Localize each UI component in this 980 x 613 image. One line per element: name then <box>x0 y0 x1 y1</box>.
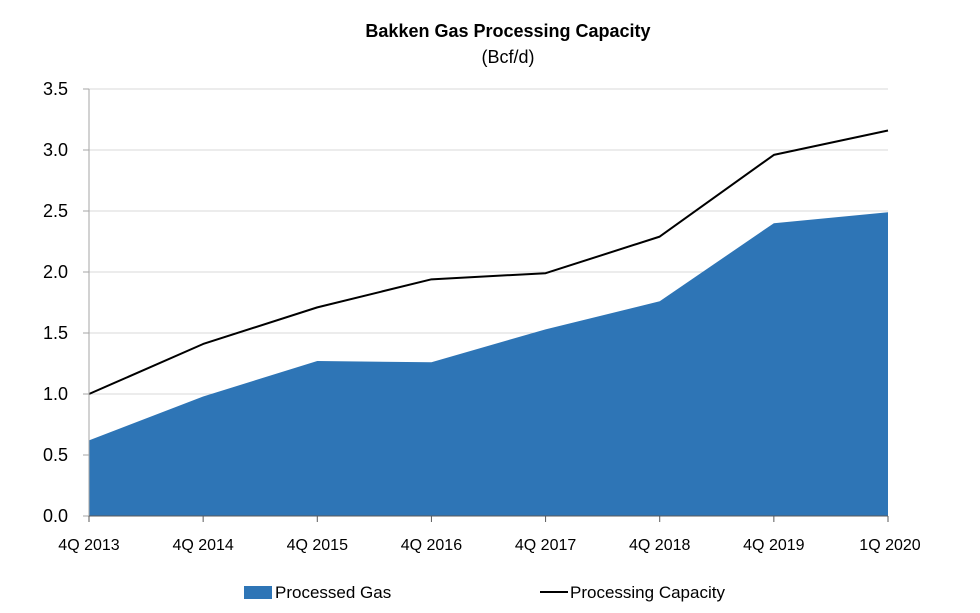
y-tick-label: 1.0 <box>43 384 68 404</box>
legend: Processed Gas Processing Capacity <box>244 583 725 602</box>
y-tick-labels: 0.0 0.5 1.0 1.5 2.0 2.5 3.0 3.5 <box>43 79 68 526</box>
legend-label-processing-capacity: Processing Capacity <box>570 583 725 602</box>
y-tick-label: 3.0 <box>43 140 68 160</box>
x-tick-label: 4Q 2014 <box>172 537 233 554</box>
x-tick-label: 4Q 2015 <box>287 537 348 554</box>
chart-subtitle: (Bcf/d) <box>481 47 534 67</box>
x-tick-label: 1Q 2020 <box>859 537 920 554</box>
processed-gas-area-layer <box>89 212 888 516</box>
processing-capacity-line-layer <box>88 129 889 395</box>
chart-title: Bakken Gas Processing Capacity <box>365 21 650 41</box>
processing-capacity-line <box>88 129 889 395</box>
x-tick-label: 4Q 2016 <box>401 537 462 554</box>
y-tick-label: 2.0 <box>43 262 68 282</box>
x-tick-label: 4Q 2019 <box>743 537 804 554</box>
processed-gas-area <box>89 212 888 516</box>
y-tick-label: 3.5 <box>43 79 68 99</box>
axes <box>83 88 889 522</box>
x-tick-labels: 4Q 2013 4Q 2014 4Q 2015 4Q 2016 4Q 2017 4Q 20… <box>58 537 920 554</box>
legend-label-processed-gas: Processed Gas <box>275 583 391 602</box>
y-tick-label: 1.5 <box>43 323 68 343</box>
y-tick-label: 0.0 <box>43 506 68 526</box>
legend-swatch-processed-gas <box>244 586 272 599</box>
x-tick-label: 4Q 2018 <box>629 537 690 554</box>
x-tick-label: 4Q 2017 <box>515 537 576 554</box>
y-tick-label: 2.5 <box>43 201 68 221</box>
y-tick-label: 0.5 <box>43 445 68 465</box>
x-tick-label: 4Q 2013 <box>58 537 119 554</box>
